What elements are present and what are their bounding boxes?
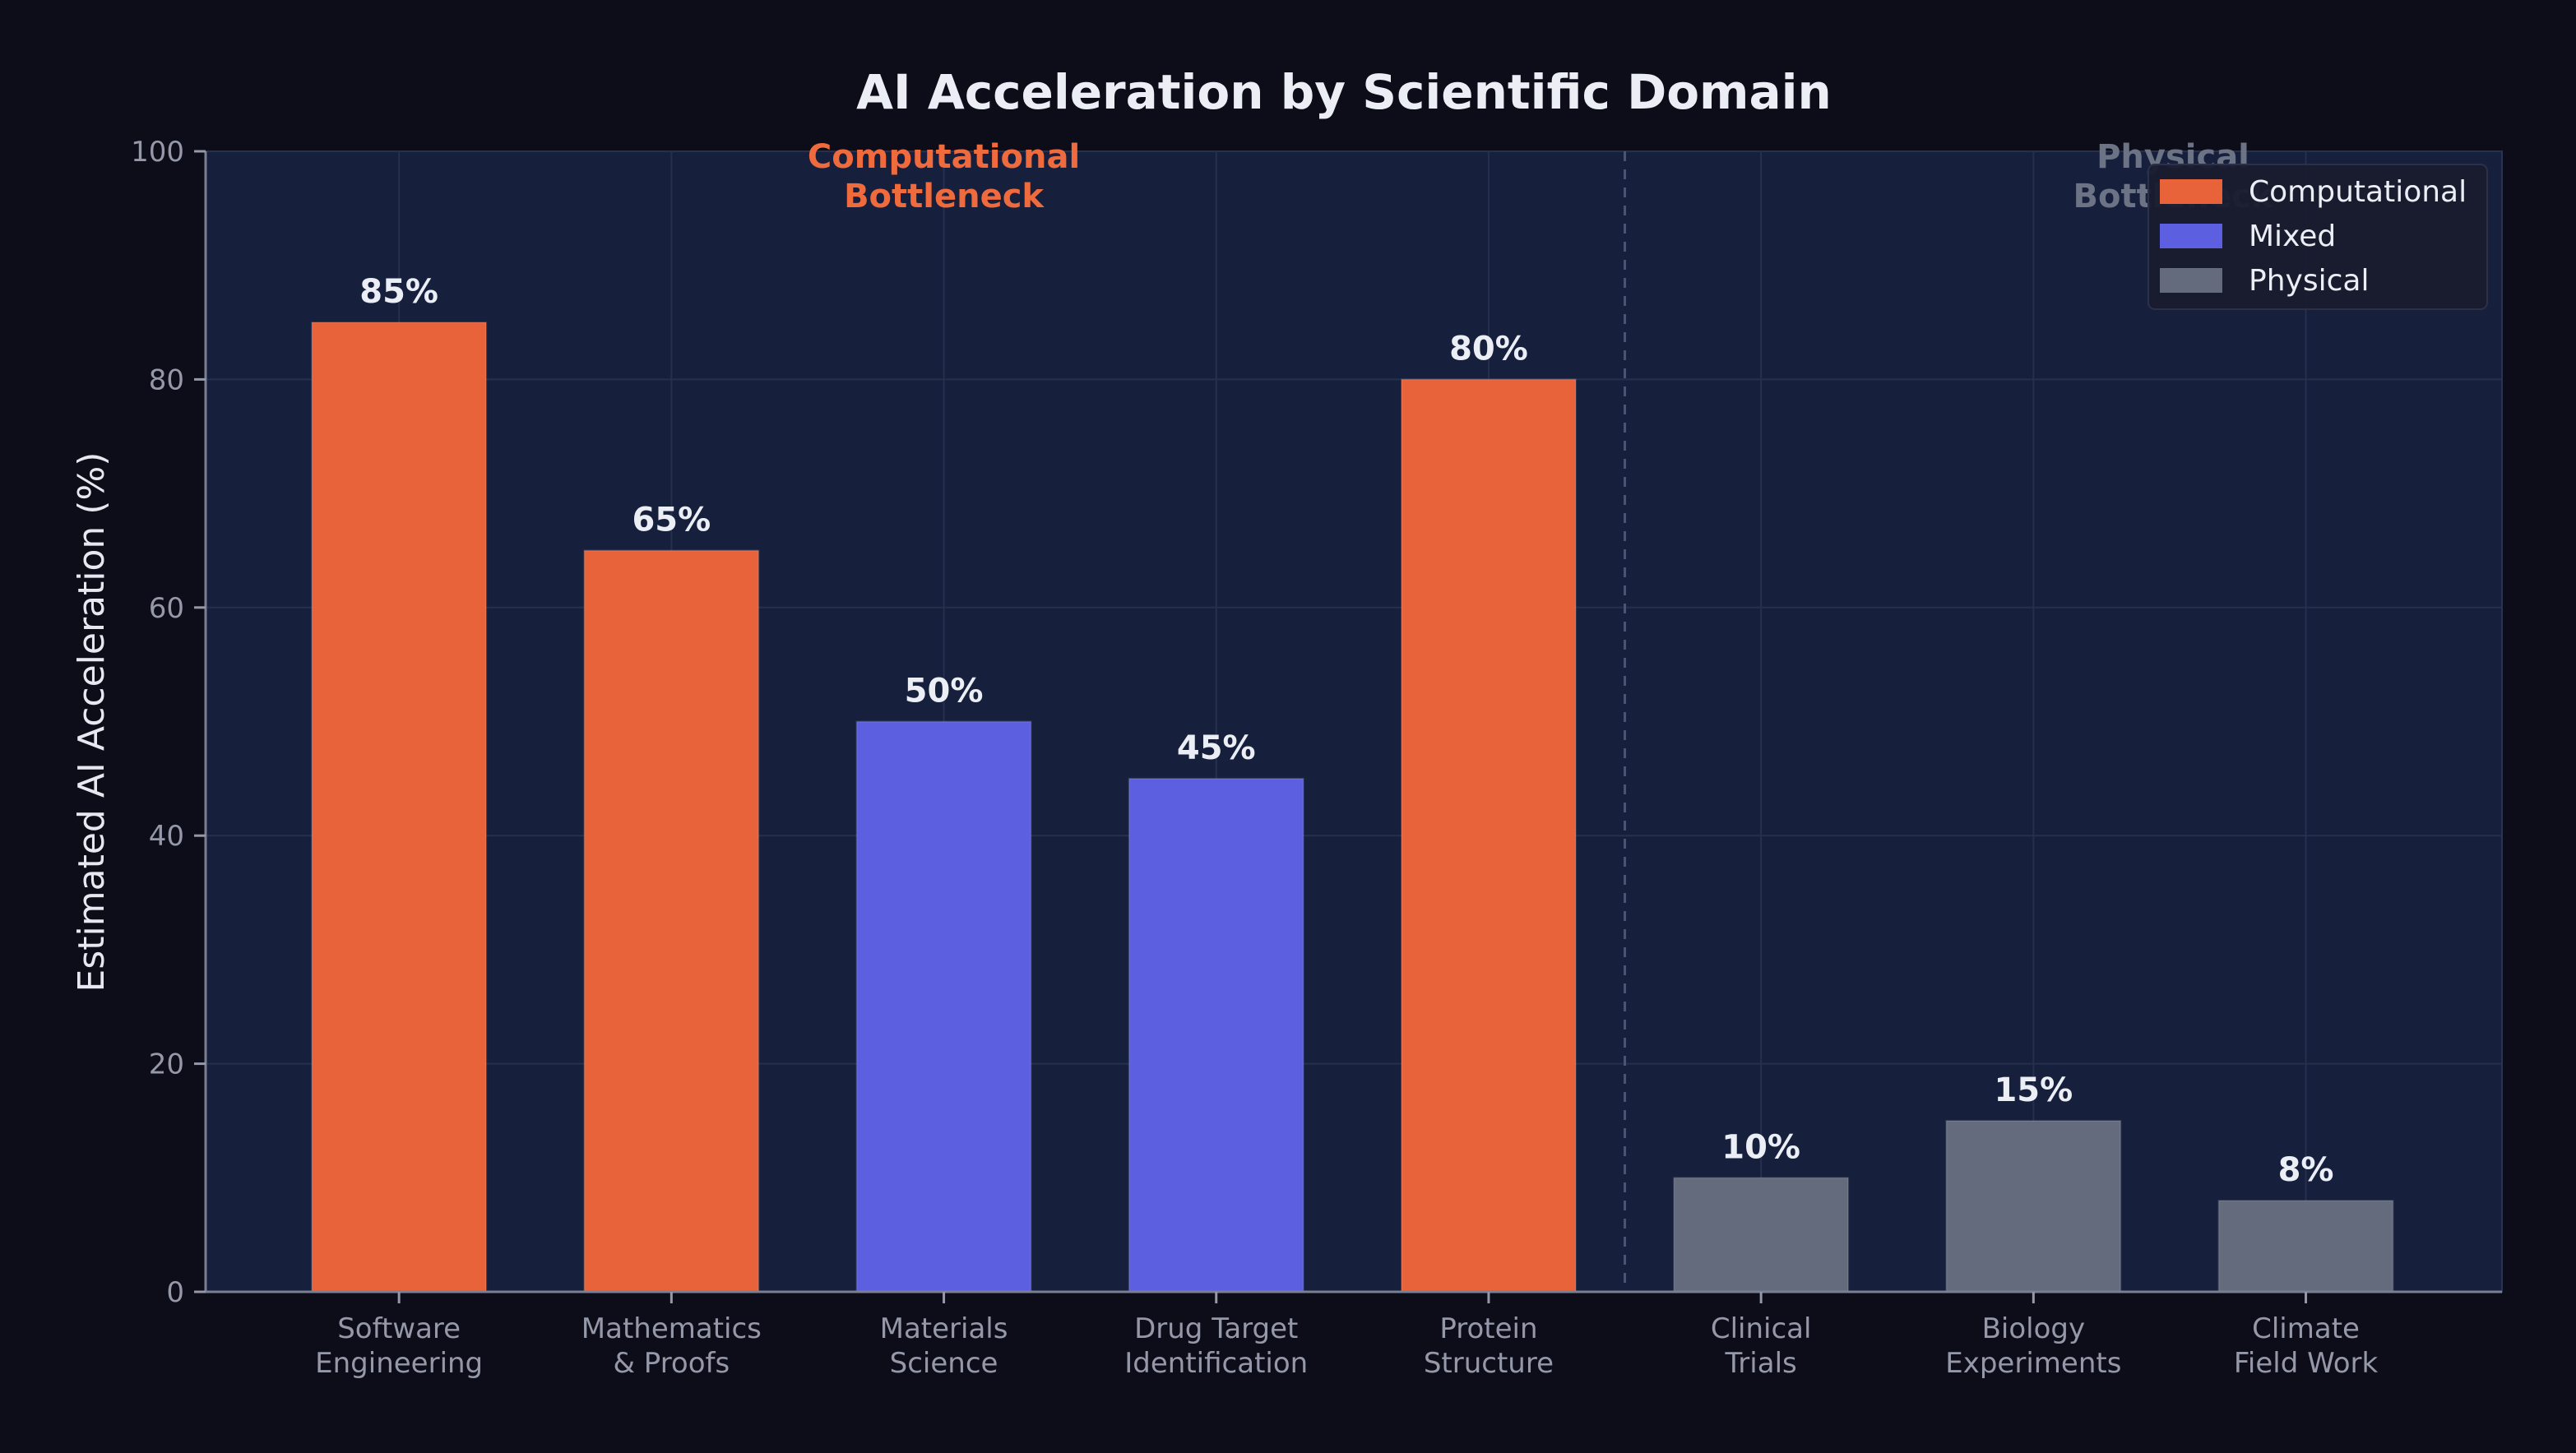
axes: 0 20 40 60 80 100 Software Engineering Mathemati… (131, 136, 2502, 1380)
x-tick-label: Mathematics & Proofs (581, 1312, 762, 1380)
y-tick-label: 60 (149, 592, 184, 625)
legend-label: Computational (2249, 175, 2467, 209)
bar (583, 549, 760, 1293)
value-labels: 85% 65% 50% 45% 80% 10% 15% 8% (359, 273, 2333, 1189)
legend-swatch (2160, 224, 2222, 248)
bar (1945, 1119, 2122, 1293)
bar (1128, 777, 1304, 1293)
x-tick-label: Protein Structure (1424, 1312, 1554, 1380)
y-tick-label: 80 (149, 363, 184, 396)
chart-title: AI Acceleration by Scientific Domain (856, 64, 1832, 120)
x-tick-label: Materials Science (880, 1312, 1008, 1380)
y-tick-label: 0 (166, 1276, 184, 1309)
legend-swatch (2160, 268, 2222, 293)
value-label: 15% (1994, 1071, 2073, 1109)
legend-label: Mixed (2249, 220, 2336, 253)
y-tick-label: 40 (149, 820, 184, 853)
y-tick-label: 100 (131, 136, 184, 169)
annotation-computational-bottleneck: Computational Bottleneck (808, 138, 1080, 215)
bar (1673, 1177, 1850, 1293)
legend-box (2147, 164, 2488, 310)
value-label: 65% (632, 501, 711, 539)
x-tick-label: Clinical Trials (1711, 1312, 1812, 1380)
bar (1400, 378, 1577, 1293)
value-label: 80% (1449, 330, 1528, 368)
value-label: 50% (905, 673, 984, 710)
x-tick-label: Climate Field Work (2234, 1312, 2379, 1380)
legend: Computational Mixed Physical (2147, 164, 2488, 310)
x-tick-label: Drug Target Identification (1124, 1312, 1308, 1380)
bar (311, 322, 488, 1293)
x-tick-label: Biology Experiments (1945, 1312, 2121, 1380)
legend-swatch (2160, 179, 2222, 204)
y-tick-label: 20 (149, 1048, 184, 1081)
bars (311, 322, 2394, 1293)
y-axis-title: Estimated AI Acceleration (%) (71, 452, 113, 993)
legend-label: Physical (2249, 264, 2369, 298)
value-label: 10% (1721, 1128, 1800, 1166)
value-label: 8% (2278, 1151, 2334, 1189)
bar (2217, 1200, 2394, 1293)
value-label: 45% (1177, 729, 1256, 767)
bar (855, 720, 1032, 1293)
x-tick-label: Software Engineering (315, 1312, 483, 1380)
value-label: 85% (359, 273, 438, 311)
plot-background (205, 150, 2503, 1293)
